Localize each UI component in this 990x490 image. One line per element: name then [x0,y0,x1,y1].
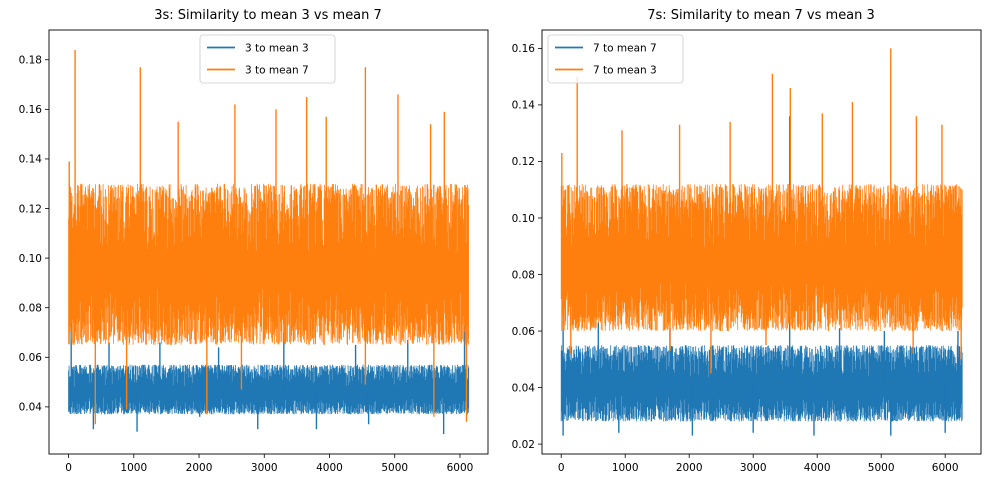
right-ytick-label-3: 0.08 [512,269,535,281]
left-ytick-label-0: 0.04 [19,402,43,414]
left-ytick-label-7: 0.18 [19,55,42,67]
left-plot-area [68,49,469,435]
left-xtick-label-1: 1000 [120,462,147,474]
left-ytick-label-4: 0.12 [19,203,42,215]
left-xtick-label-6: 6000 [447,462,474,474]
right-axes-frame [541,29,982,455]
left-chart-title: 3s: Similarity to mean 3 vs mean 7 [154,8,382,23]
right-ytick-label-7: 0.16 [512,43,536,55]
left-subplot: 3s: Similarity to mean 3 vs mean 7 0 1000… [19,8,489,474]
left-legend-label-3-to-mean-7: 3 to mean 7 [245,65,309,77]
series-7-to-mean-7-band [560,345,963,422]
right-ytick-label-0: 0.02 [512,439,535,451]
series-3-to-mean-3-band [68,364,469,415]
right-xtick-label-5: 5000 [868,462,895,474]
left-legend-label-3-to-mean-3: 3 to mean 3 [245,43,309,55]
right-subplot: 7s: Similarity to mean 7 vs mean 3 0 1000… [512,8,982,474]
right-xtick-label-6: 6000 [932,462,959,474]
right-legend-label-7-to-mean-3: 7 to mean 3 [593,65,657,77]
left-legend: 3 to mean 3 3 to mean 7 [199,34,336,84]
right-legend-label-7-to-mean-7: 7 to mean 7 [593,43,657,55]
right-ytick-label-4: 0.10 [512,213,535,225]
right-ytick-label-6: 0.14 [512,100,536,112]
left-ytick-label-1: 0.06 [19,352,43,364]
left-xtick-label-5: 5000 [381,462,408,474]
left-ytick-label-5: 0.14 [19,154,43,166]
left-xtick-label-3: 3000 [251,462,278,474]
right-ticks: 0 1000 2000 3000 4000 5000 6000 0.02 0.04 0.06 0.0… [512,43,959,474]
left-ytick-label-6: 0.16 [19,104,43,116]
right-xtick-label-4: 4000 [804,462,831,474]
left-axes-frame [48,29,489,455]
right-legend: 7 to mean 7 7 to mean 3 [547,34,684,84]
right-xtick-label-3: 3000 [740,462,767,474]
left-ytick-label-3: 0.10 [19,253,42,265]
right-xtick-label-0: 0 [558,462,565,474]
right-xtick-label-1: 1000 [612,462,639,474]
left-ticks: 0 1000 2000 3000 4000 5000 6000 0.04 0.06 0.08 0.1… [19,55,474,474]
right-xtick-label-2: 2000 [676,462,703,474]
left-xtick-label-2: 2000 [186,462,213,474]
series-3-to-mean-7-band [68,183,469,345]
right-chart-title: 7s: Similarity to mean 7 vs mean 3 [647,8,875,23]
right-ytick-label-5: 0.12 [512,156,535,168]
right-ytick-label-1: 0.04 [512,382,536,394]
left-ytick-label-2: 0.08 [19,303,42,315]
left-xtick-label-4: 4000 [316,462,343,474]
right-plot-area [560,48,963,436]
left-xtick-label-0: 0 [65,462,72,474]
right-ytick-label-2: 0.06 [512,326,536,338]
